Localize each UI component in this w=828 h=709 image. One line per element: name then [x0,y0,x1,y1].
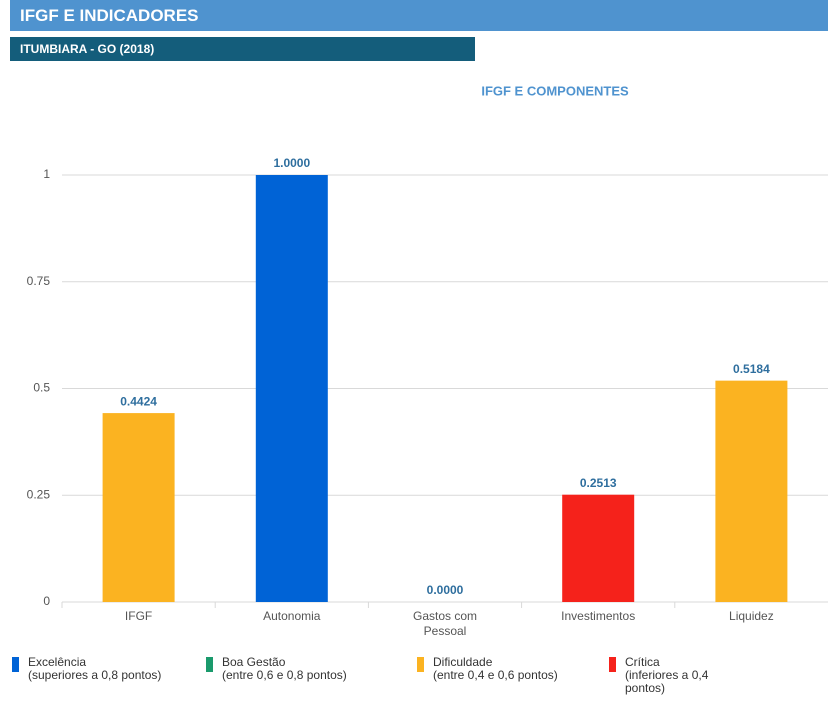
legend-text: Dificuldade (entre 0,4 e 0,6 pontos) [433,656,558,682]
legend-item: Dificuldade (entre 0,4 e 0,6 pontos) [417,656,597,682]
y-tick-label: 1 [43,167,50,181]
value-label: 0.5184 [733,362,770,376]
legend-note: (entre 0,4 e 0,6 pontos) [433,668,558,682]
x-tick-label: Investimentos [561,609,636,623]
legend-item: Crítica (inferiores a 0,4 pontos) [609,656,729,695]
legend-swatch [417,657,424,672]
y-tick-label: 0.25 [27,487,51,501]
legend-note: (entre 0,6 e 0,8 pontos) [222,668,347,682]
y-tick-label: 0.75 [27,274,51,288]
legend-text: Excelência (superiores a 0,8 pontos) [28,656,161,682]
legend-text: Boa Gestão (entre 0,6 e 0,8 pontos) [222,656,347,682]
bar [102,413,175,602]
header-subtitle: ITUMBIARA - GO (2018) [10,37,475,61]
legend-name: Crítica [625,655,660,669]
legend-swatch [609,657,616,672]
legend-name: Excelência [28,655,87,669]
value-label: 1.0000 [273,156,310,170]
bar [255,175,328,602]
legend-note: (superiores a 0,8 pontos) [28,668,162,682]
legend-item: Excelência (superiores a 0,8 pontos) [12,656,202,682]
value-label: 0.4424 [120,394,157,408]
legend-swatch [12,657,19,672]
value-label: 0.0000 [427,583,464,597]
y-tick-label: 0 [43,594,50,608]
x-tick-label: IFGF [124,609,153,623]
chart-title: IFGF E COMPONENTES [481,83,629,98]
legend-text: Crítica (inferiores a 0,4 pontos) [625,656,729,695]
y-tick-label: 0.5 [33,381,50,395]
legend-note: (inferiores a 0,4 pontos) [625,668,709,695]
bar [715,380,788,602]
bar [562,494,635,602]
value-label: 0.2513 [580,476,617,490]
legend-name: Dificuldade [433,655,493,669]
legend-item: Boa Gestão (entre 0,6 e 0,8 pontos) [206,656,406,682]
header-title: IFGF E INDICADORES [10,0,828,31]
x-tick-label: Autonomia [263,609,321,623]
legend-swatch [206,657,213,672]
x-tick-label: Liquidez [729,609,774,623]
legend-name: Boa Gestão [222,655,286,669]
x-tick-label: Gastos com Pessoal [412,609,478,638]
